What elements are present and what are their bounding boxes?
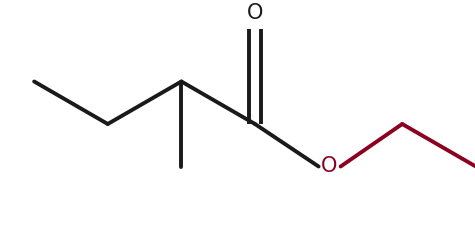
Text: O: O — [247, 3, 263, 23]
Text: O: O — [321, 157, 337, 176]
